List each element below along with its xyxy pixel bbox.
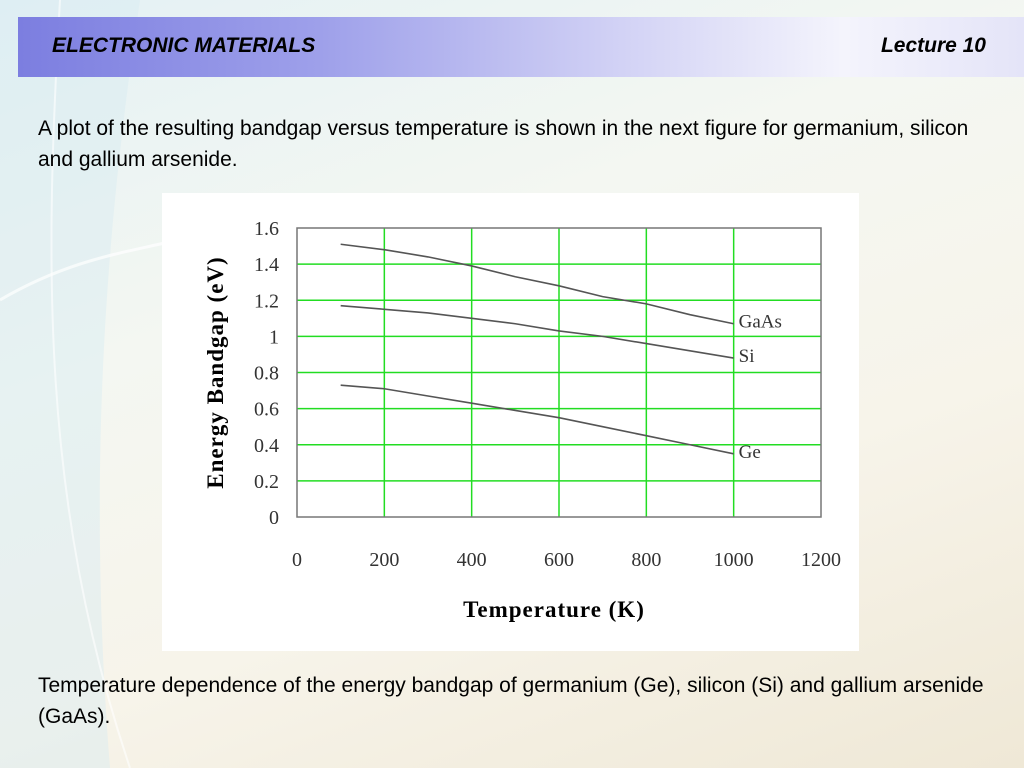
series-label-ge: Ge (739, 442, 761, 463)
x-tick-label: 400 (457, 549, 487, 571)
y-axis-title: Energy Bandgap (eV) (203, 256, 228, 488)
intro-paragraph: A plot of the resulting bandgap versus t… (38, 117, 969, 171)
y-tick-label: 0.2 (254, 471, 279, 493)
plot-frame (296, 227, 822, 518)
series-line-gaas (340, 243, 734, 325)
course-title: ELECTRONIC MATERIALS (52, 34, 316, 57)
series-label-gaas: GaAs (739, 312, 782, 333)
figure-caption: Temperature dependence of the energy ban… (38, 674, 984, 728)
header-bar (18, 17, 1024, 77)
y-tick-label: 0.4 (254, 435, 279, 457)
y-tick-label: 1.6 (254, 218, 279, 240)
x-tick-label: 600 (544, 549, 574, 571)
y-tick-label: 0.6 (254, 399, 279, 421)
x-tick-label: 800 (631, 549, 661, 571)
y-tick-label: 1 (269, 326, 279, 348)
x-tick-label: 1000 (714, 549, 754, 571)
series-line-ge (340, 384, 734, 455)
x-tick-label: 0 (292, 549, 302, 571)
y-tick-label: 1.2 (254, 290, 279, 312)
lecture-number: Lecture 10 (880, 34, 986, 57)
bandgap-figure: 0 0.2 0.4 0.6 0.8 1 1.2 1.4 1.6 0 200 400 600 800 1000… (162, 193, 859, 651)
x-tick-label: 1200 (801, 549, 841, 571)
bandgap-chart: 0 0.2 0.4 0.6 0.8 1 1.2 1.4 1.6 0 200 400 600 800 1000… (203, 218, 841, 622)
series-label-si: Si (739, 346, 755, 367)
y-tick-label: 0.8 (254, 363, 279, 385)
x-tick-label: 200 (369, 549, 399, 571)
y-tick-label: 1.4 (254, 254, 279, 276)
x-axis-title: Temperature (K) (463, 597, 645, 622)
series-line-si (340, 304, 734, 359)
y-tick-label: 0 (269, 507, 279, 529)
